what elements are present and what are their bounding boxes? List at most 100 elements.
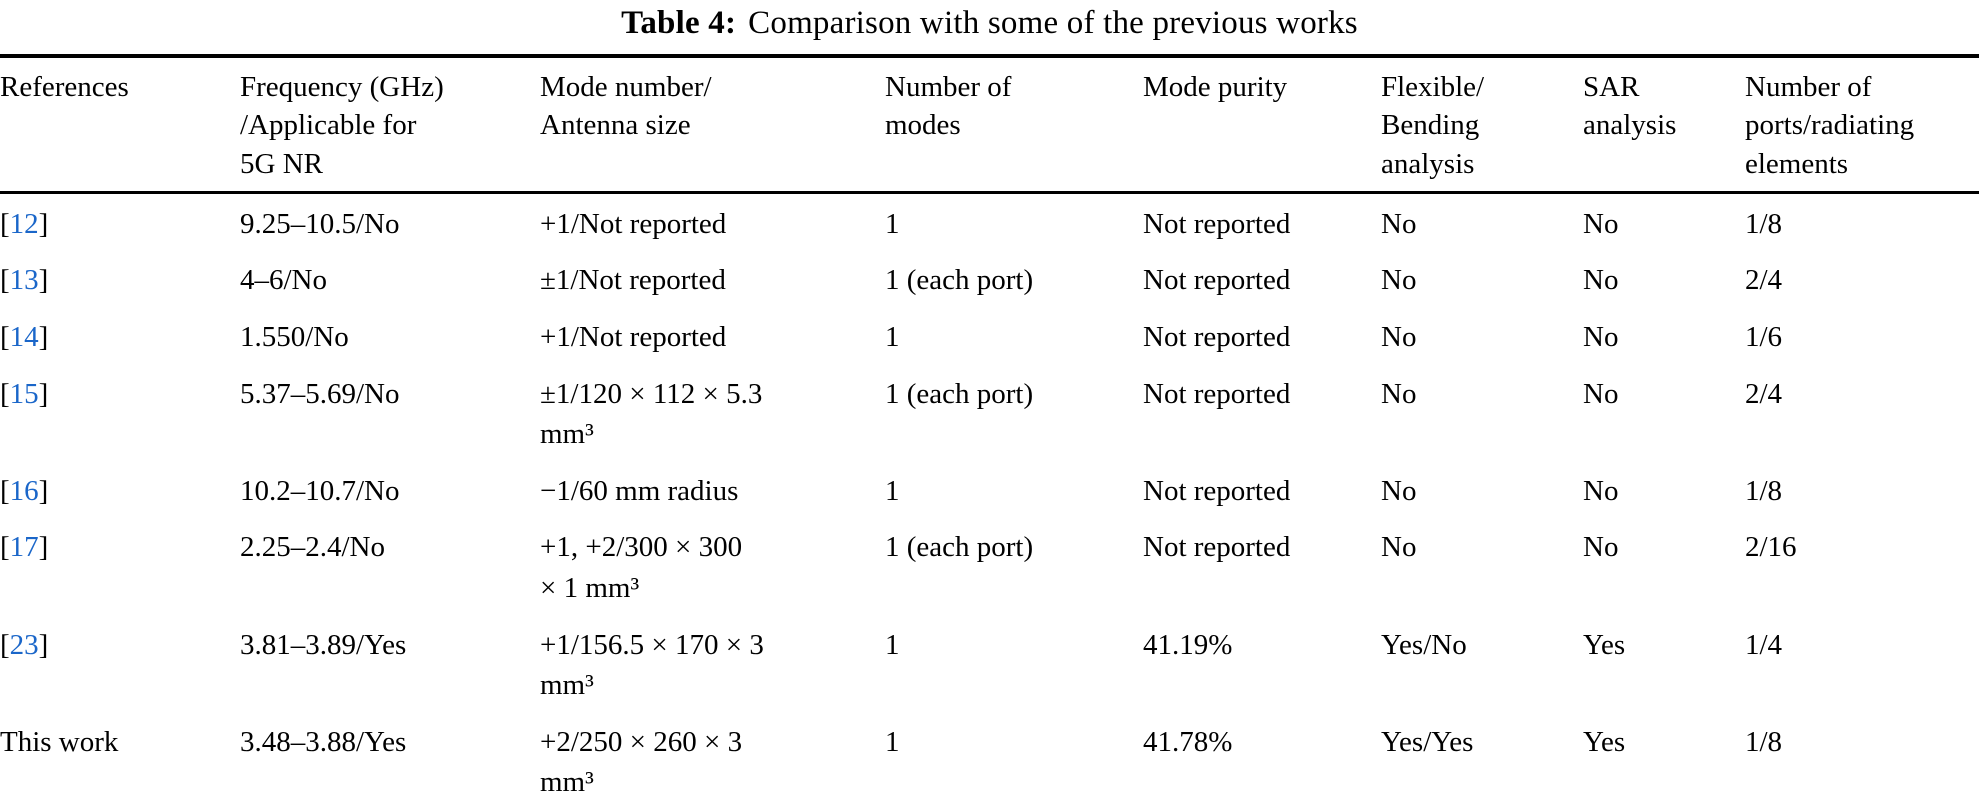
- cell: +2/250 × 260 × 3 mm³: [540, 725, 743, 799]
- cell: No: [1381, 377, 1417, 410]
- citation-link[interactable]: 15: [9, 377, 39, 410]
- column-header-mode-purity: Mode purity: [1143, 53, 1381, 194]
- table-caption-text: Comparison with some of the previous wor…: [748, 5, 1358, 41]
- table-row: [17] 2.25–2.4/No +1, +2/300 × 300 × 1 mm³ 1…: [0, 521, 1979, 618]
- citation-bracket-open: [: [0, 628, 10, 661]
- cell: No: [1381, 207, 1417, 240]
- cell-reference: [16]: [0, 465, 240, 522]
- table-row: [14] 1.550/No +1/Not reported 1 Not reported…: [0, 311, 1979, 368]
- cell-reference: [14]: [0, 311, 240, 368]
- citation-bracket-close: ]: [38, 474, 49, 507]
- cell: No: [1583, 377, 1619, 410]
- column-header-flexible-bending: Flexible/ Bending analysis: [1381, 53, 1583, 194]
- table-body: [12] 9.25–10.5/No +1/Not reported 1 Not repo…: [0, 192, 1979, 808]
- citation-bracket-close: ]: [38, 320, 49, 353]
- cell-reference: [13]: [0, 254, 240, 311]
- cell: 2/16: [1745, 531, 1797, 564]
- cell: Not reported: [1143, 377, 1291, 410]
- cell: 2.25–2.4/No: [240, 531, 385, 564]
- cell: 1: [885, 474, 900, 507]
- cell: 1/6: [1745, 320, 1783, 353]
- table-header: References Frequency (GHz) /Applicable f…: [0, 53, 1979, 194]
- citation-link[interactable]: 17: [9, 531, 39, 564]
- cell: −1/60 mm radius: [540, 474, 739, 507]
- cell: 1/8: [1745, 207, 1783, 240]
- cell: 1/4: [1745, 628, 1783, 661]
- cell: +1/156.5 × 170 × 3 mm³: [540, 628, 764, 702]
- citation-bracket-open: [: [0, 207, 10, 240]
- cell: No: [1381, 264, 1417, 297]
- citation-bracket-open: [: [0, 531, 10, 564]
- column-header-mode-number: Mode number/ Antenna size: [540, 53, 885, 194]
- header-row: References Frequency (GHz) /Applicable f…: [0, 53, 1979, 194]
- cell-reference: [23]: [0, 619, 240, 716]
- table-row: [23] 3.81–3.89/Yes +1/156.5 × 170 × 3 mm³ 1…: [0, 619, 1979, 716]
- cell-reference: [17]: [0, 521, 240, 618]
- cell: 1: [885, 207, 900, 240]
- table-row: [16] 10.2–10.7/No −1/60 mm radius 1 Not repo…: [0, 465, 1979, 522]
- cell: ±1/Not reported: [540, 264, 726, 297]
- column-header-sar-analysis: SAR analysis: [1583, 53, 1745, 194]
- citation-bracket-close: ]: [38, 207, 49, 240]
- cell: 1/8: [1745, 474, 1783, 507]
- column-header-number-of-modes: Number of modes: [885, 53, 1143, 194]
- cell: 5.37–5.69/No: [240, 377, 400, 410]
- cell: No: [1583, 207, 1619, 240]
- table-row: [12] 9.25–10.5/No +1/Not reported 1 Not repo…: [0, 192, 1979, 254]
- cell: 2/4: [1745, 377, 1783, 410]
- cell: 1.550/No: [240, 320, 349, 353]
- cell: +1/Not reported: [540, 320, 727, 353]
- cell: 1 (each port): [885, 264, 1034, 297]
- cell: 10.2–10.7/No: [240, 474, 400, 507]
- citation-link[interactable]: 16: [9, 474, 39, 507]
- cell: Not reported: [1143, 207, 1291, 240]
- cell: No: [1381, 531, 1417, 564]
- cell: ±1/120 × 112 × 5.3 mm³: [540, 377, 763, 451]
- cell: +1, +2/300 × 300 × 1 mm³: [540, 531, 743, 604]
- table-caption-label: Table 4:: [621, 5, 737, 41]
- citation-link[interactable]: 13: [9, 264, 39, 297]
- cell: No: [1381, 320, 1417, 353]
- cell-reference: [15]: [0, 368, 240, 465]
- cell: Not reported: [1143, 474, 1291, 507]
- cell: 41.19%: [1143, 628, 1233, 661]
- cell: No: [1583, 474, 1619, 507]
- citation-link[interactable]: 14: [9, 320, 39, 353]
- cell: No: [1583, 531, 1619, 564]
- citation-bracket-open: [: [0, 474, 10, 507]
- citation-bracket-open: [: [0, 320, 10, 353]
- table-row: This work 3.48–3.88/Yes +2/250 × 260 × 3 m…: [0, 716, 1979, 808]
- column-header-frequency: Frequency (GHz) /Applicable for 5G NR: [240, 53, 540, 194]
- cell: No: [1583, 320, 1619, 353]
- cell: 3.81–3.89/Yes: [240, 628, 407, 661]
- cell: No: [1381, 474, 1417, 507]
- cell: Yes: [1583, 725, 1626, 758]
- citation-bracket-open: [: [0, 377, 10, 410]
- cell: 3.48–3.88/Yes: [240, 725, 407, 758]
- table-row: [15] 5.37–5.69/No ±1/120 × 112 × 5.3 mm³ 1 …: [0, 368, 1979, 465]
- cell: Yes: [1583, 628, 1626, 661]
- cell: Yes/Yes: [1381, 725, 1474, 758]
- cell: Yes/No: [1381, 628, 1467, 661]
- cell: 1: [885, 628, 900, 661]
- cell: 1: [885, 320, 900, 353]
- citation-bracket-open: [: [0, 264, 10, 297]
- cell: 1 (each port): [885, 377, 1034, 410]
- cell: Not reported: [1143, 531, 1291, 564]
- cell: +1/Not reported: [540, 207, 727, 240]
- table-caption: Table 4: Comparison with some of the prev…: [0, 0, 1979, 54]
- cell: 9.25–10.5/No: [240, 207, 400, 240]
- column-header-references: References: [0, 53, 240, 194]
- cell: 1/8: [1745, 725, 1783, 758]
- cell: 41.78%: [1143, 725, 1233, 758]
- citation-link[interactable]: 12: [9, 207, 39, 240]
- cell-reference: [12]: [0, 192, 240, 254]
- cell: Not reported: [1143, 320, 1291, 353]
- citation-bracket-close: ]: [38, 628, 49, 661]
- cell: No: [1583, 264, 1619, 297]
- table-row: [13] 4–6/No ±1/Not reported 1 (each port) No…: [0, 254, 1979, 311]
- cell: 2/4: [1745, 264, 1783, 297]
- citation-bracket-close: ]: [38, 264, 49, 297]
- citation-link[interactable]: 23: [9, 628, 39, 661]
